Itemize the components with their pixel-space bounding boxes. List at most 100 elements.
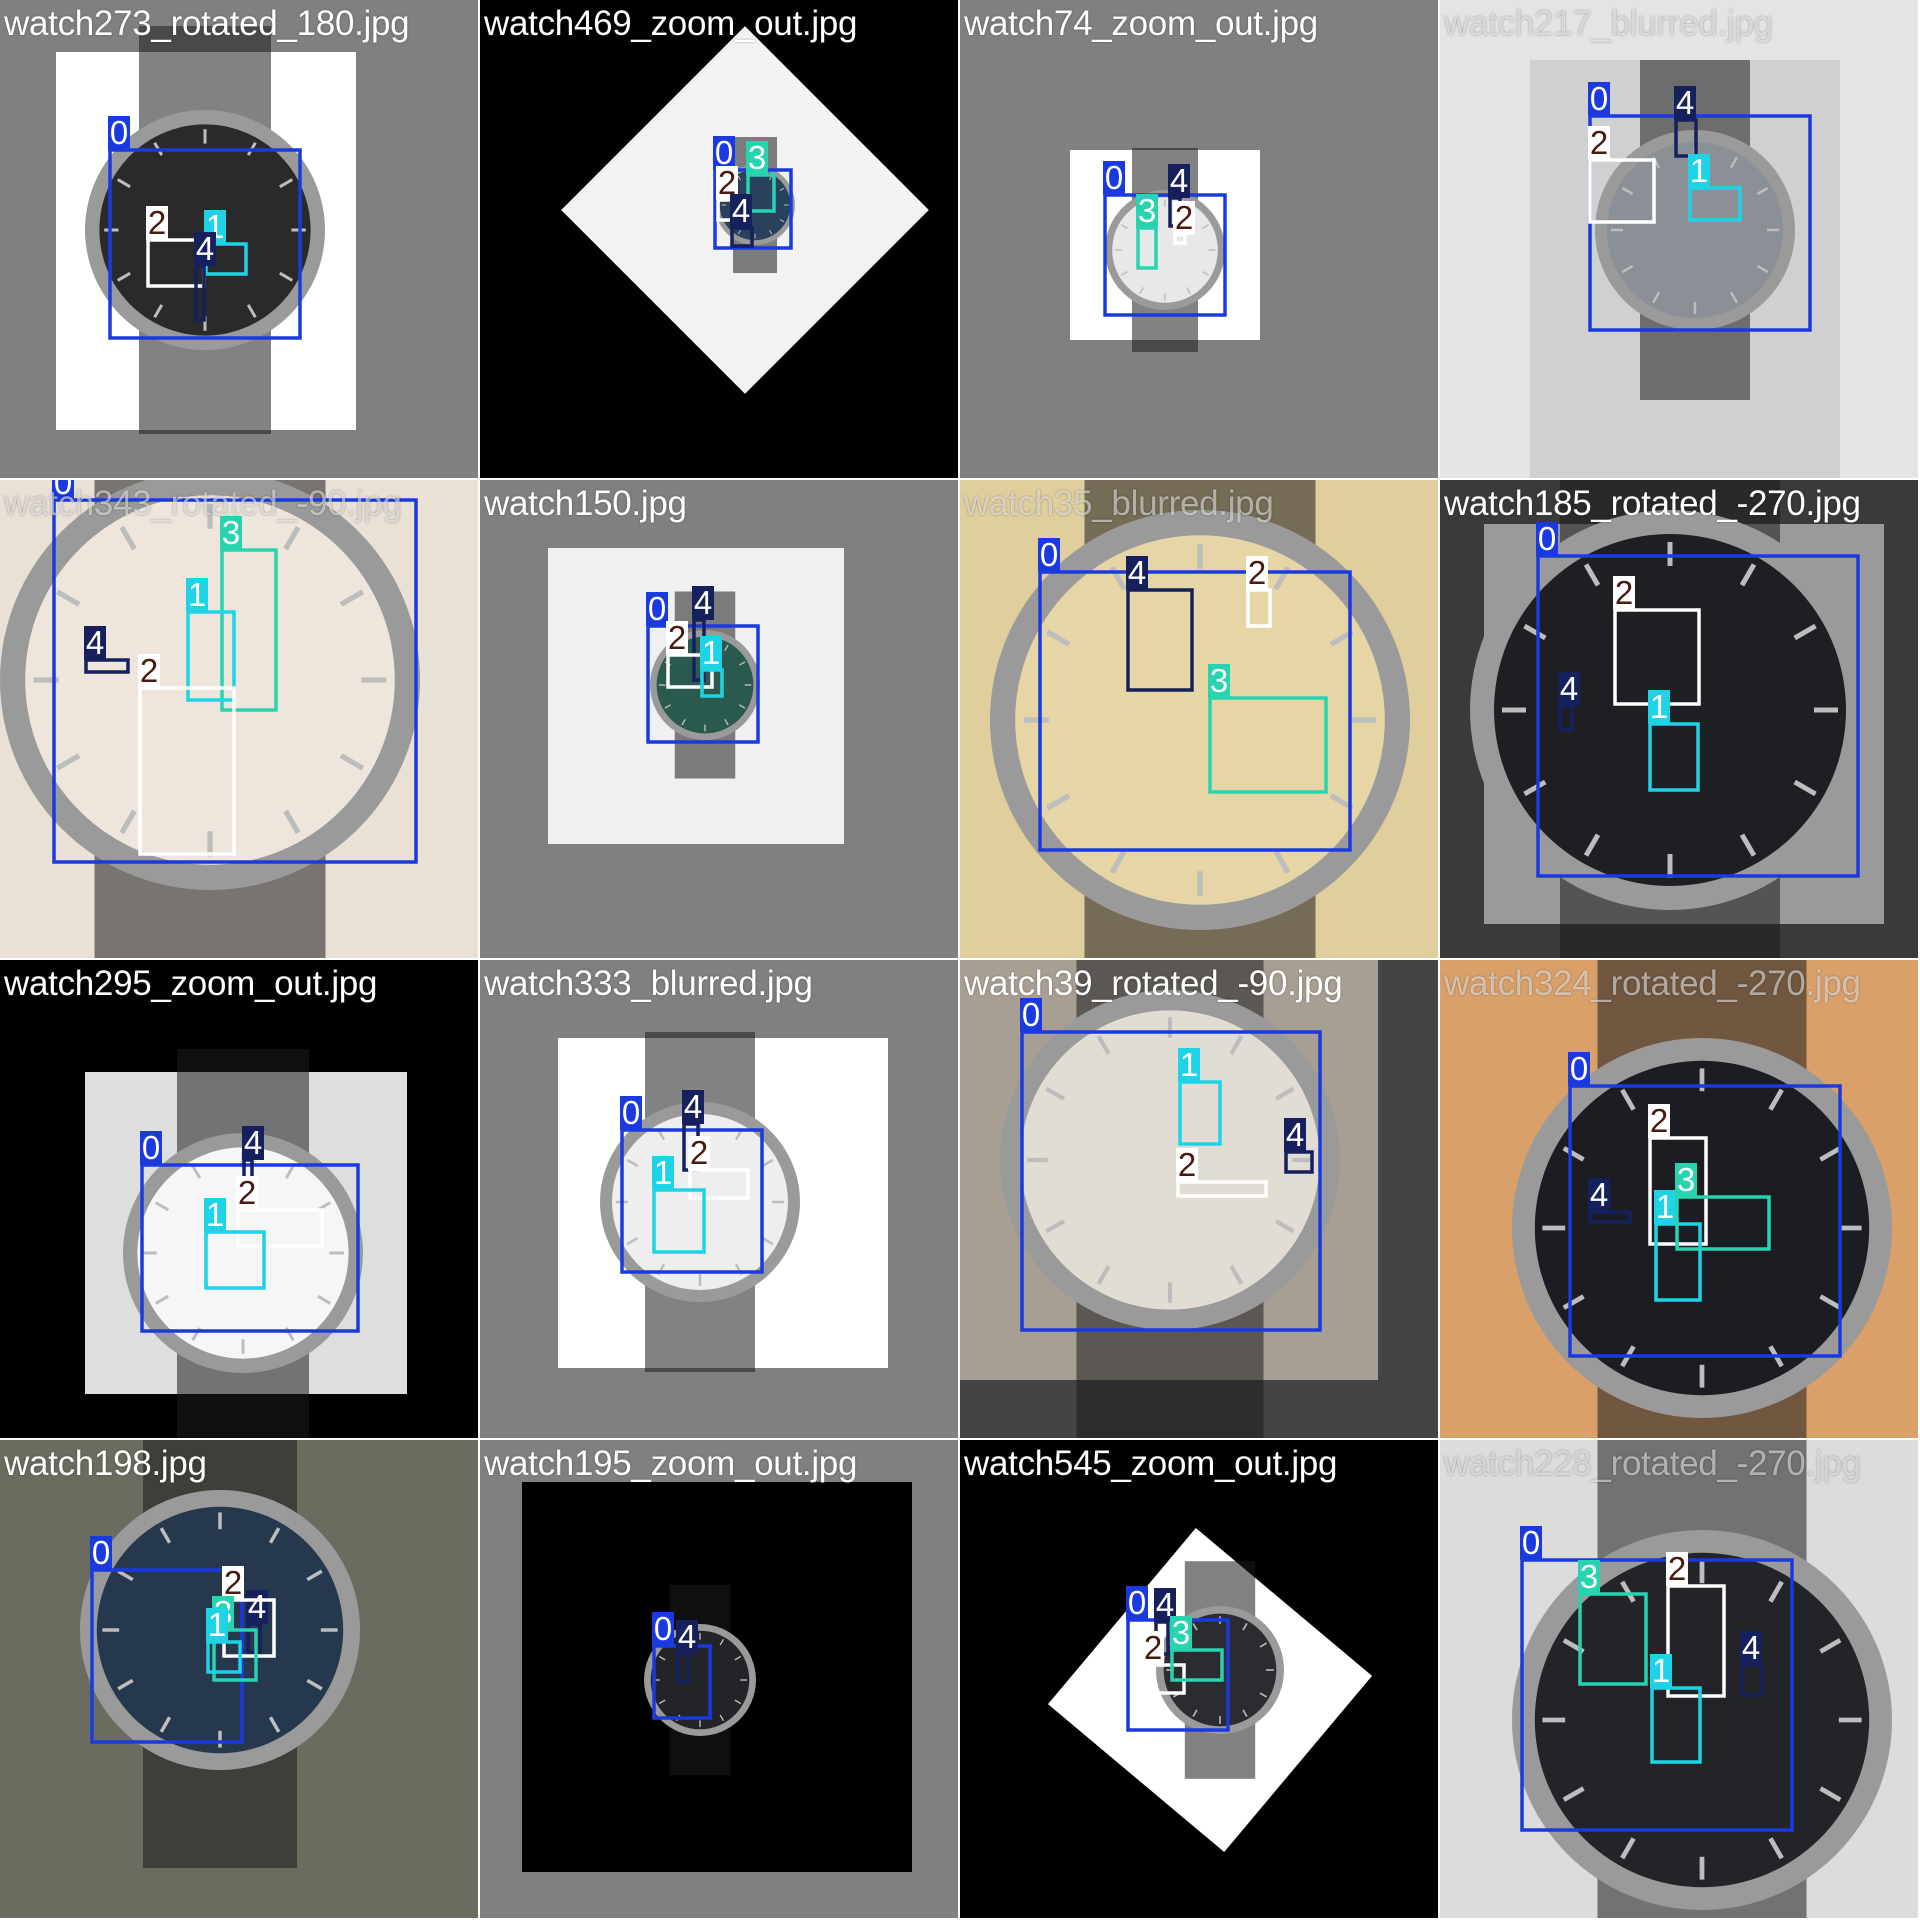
detection-box-class-2: 2 [138,652,236,856]
hour-marker [1583,563,1601,587]
detection-box-class-3: 3 [1208,662,1328,794]
class-tag-label: 0 [1570,1050,1588,1087]
class-tag-label: 3 [1677,1161,1695,1198]
watch-dial [1534,1552,1870,1888]
bbox-outline [1020,1030,1322,1332]
hour-marker [284,1164,295,1179]
hour-marker [55,589,81,607]
class-tag-label: 1 [1656,1188,1674,1225]
tile-filename: watch545_zoom_out.jpg [964,1444,1338,1483]
class-tag-bg [688,1136,710,1170]
class-tag-bg [1173,201,1195,235]
detection-box-class-3: 3 [746,139,776,213]
image-tile: 0 4 2 1 watch150.jpg [480,480,958,958]
hour-marker [1096,1035,1111,1056]
hour-marker [1729,291,1739,304]
class-tag-bg [700,636,722,670]
hour-marker [159,1527,172,1544]
detection-box-class-4: 4 [730,192,754,248]
tile-canvas: 0 2 4 1 [1470,480,1884,958]
hour-marker [719,1714,725,1722]
class-tag-bg [1648,1104,1670,1138]
class-tag-bg [1536,522,1558,556]
class-tag-label: 0 [1105,159,1123,196]
detection-box-class-1: 1 [652,1154,706,1254]
class-tag-bg [52,480,74,500]
hour-marker [1045,1086,1066,1101]
image-tile: 0 3 2 4 1 watch228_rotated_-270.jpg [1440,1440,1918,1918]
hour-marker [1819,1786,1842,1802]
bbox-outline [204,1230,266,1290]
hour-marker [737,175,742,181]
detection-box-class-3: 3 [1578,1558,1648,1686]
hour-marker [681,718,686,726]
hour-marker [268,1527,281,1544]
hour-marker [116,271,131,282]
detection-box-class-4: 4 [682,1088,704,1172]
detection-box-class-0: 0 [652,1610,712,1720]
class-tag-bg [236,1176,258,1210]
hour-marker [734,1699,742,1705]
bbox-outline [1208,696,1328,794]
hour-marker [119,525,137,551]
class-tag-bg [1126,556,1148,590]
hour-marker [279,178,294,189]
detection-box-class-4: 4 [1154,1586,1176,1656]
tile-canvas: 02 14 [56,26,356,434]
class-tag-label: 2 [1144,1629,1162,1666]
hour-marker [1045,793,1071,811]
bbox-outline [1103,193,1227,317]
class-tag-bg [1020,998,1042,1032]
hour-marker [1192,1623,1198,1631]
hour-marker [1274,1086,1295,1101]
tile-filename: watch295_zoom_out.jpg [4,964,378,1003]
class-tag-label: 0 [1022,996,1040,1033]
hour-marker [1192,1709,1198,1717]
tile-canvas: 0 4 2 1 [1530,60,1840,478]
class-tag-label: 0 [648,590,666,627]
hour-marker [117,1569,134,1582]
class-tag-label: 2 [690,1134,708,1171]
bbox-outline [220,548,278,712]
class-tag-label: 1 [1690,152,1708,189]
tile-filename: watch74_zoom_out.jpg [964,4,1318,43]
class-tag-label: 0 [654,1610,672,1647]
hour-marker [1651,291,1661,304]
detection-box-class-2: 2 [236,1174,324,1248]
class-tag-bg [692,586,714,620]
hour-marker [658,1699,666,1705]
detection-box-class-3: 3 [1136,192,1158,270]
detection-box-class-2: 2 [688,1134,750,1200]
class-tag-bg [146,206,168,240]
hour-marker [1562,1786,1585,1802]
hour-marker [279,271,294,282]
hour-marker [246,304,257,319]
image-tile: 0 2 4 1 watch185_rotated_-270.jpg [1440,480,1918,958]
class-tag-label: 2 [1650,1102,1668,1139]
tile-filename: watch324_rotated_-270.jpg [1444,964,1861,1003]
image-tile: 0 1 4 2 watch39_rotated_-90.jpg [960,960,1438,1438]
class-tag-bg [138,654,160,688]
hour-marker [1273,849,1291,875]
class-tag-label: 1 [1652,1652,1670,1689]
detection-box-class-2: 2 [666,619,714,689]
class-tag-label: 2 [148,204,166,241]
class-tag-bg [1613,576,1635,610]
class-tag-bg [1176,1148,1198,1182]
class-tag-label: 1 [1650,688,1668,725]
bbox-outline [620,1128,764,1274]
class-tag-label: 2 [224,1564,242,1601]
tile-filename: watch469_zoom_out.jpg [484,4,858,43]
watch-dial [1607,142,1783,318]
hour-marker [1620,1580,1636,1603]
class-tag-bg [1170,1616,1192,1650]
class-tag-bg [1142,1631,1164,1665]
bbox-outline [212,1628,258,1682]
hour-marker [1120,270,1128,276]
tile-filename: watch198.jpg [4,1444,207,1483]
class-tag-label: 4 [196,230,214,267]
class-tag-label: 4 [86,624,104,661]
hour-marker [626,1236,639,1246]
